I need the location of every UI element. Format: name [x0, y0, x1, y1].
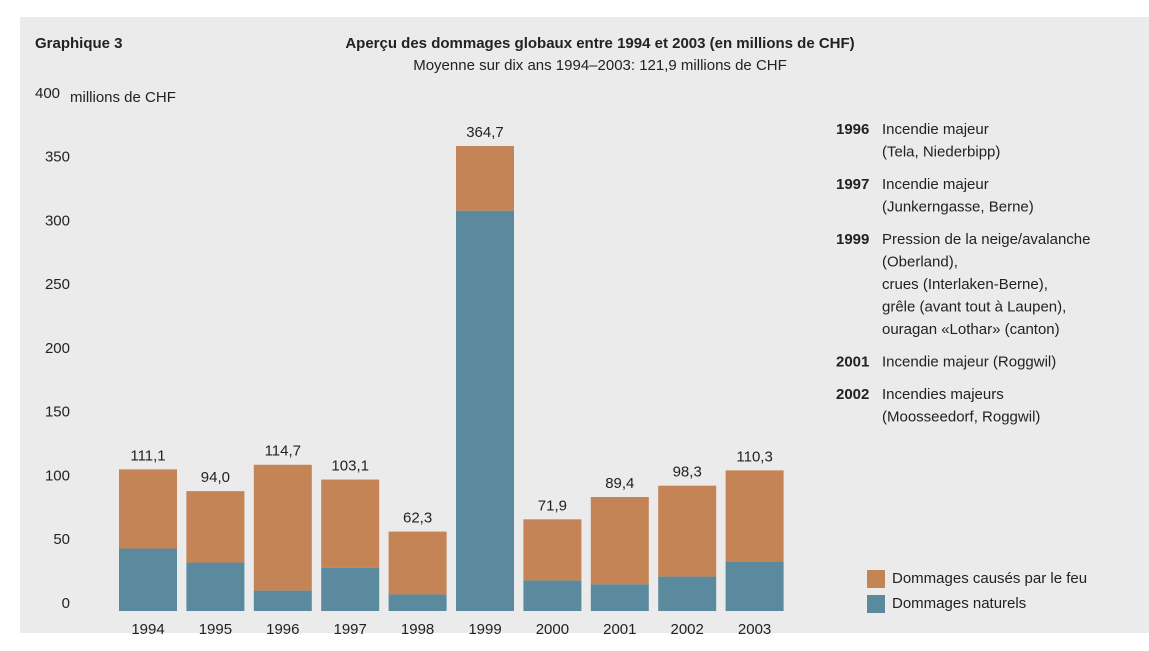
bar-segment [186, 491, 245, 563]
x-tick-label: 2000 [536, 621, 569, 638]
x-tick-label: 2002 [671, 621, 704, 638]
total-label: 62,3 [403, 510, 432, 527]
x-tick-label: 1994 [131, 621, 164, 638]
y-tick-label: 0 [62, 595, 70, 612]
bar-segment [658, 485, 717, 577]
annotation-year: 2002 [836, 386, 869, 403]
bar-segment [186, 562, 245, 611]
bar-segment [119, 548, 177, 611]
total-label: 71,9 [538, 497, 567, 514]
bar-segment [725, 470, 784, 562]
annotation-line: crues (Interlaken-Berne), [882, 276, 1048, 293]
total-label: 98,3 [673, 464, 702, 481]
annotation-year: 2001 [836, 353, 869, 370]
bar-segment [725, 561, 784, 611]
y-axis-label: millions de CHF [70, 89, 176, 106]
bar-segment [658, 576, 717, 611]
y-tick-label: 50 [53, 531, 70, 548]
total-label: 111,1 [130, 447, 165, 464]
total-label: 114,7 [265, 443, 301, 460]
annotation-line: ouragan «Lothar» (canton) [882, 321, 1060, 338]
legend-swatch [867, 595, 885, 613]
bar-segment [456, 146, 514, 211]
y-tick-label: 300 [45, 212, 70, 229]
total-label: 110,3 [736, 448, 772, 465]
annotation-year: 1996 [836, 121, 869, 138]
annotation-line: (Tela, Niederbipp) [882, 143, 1000, 160]
annotation-line: grêle (avant tout à Laupen), [882, 298, 1066, 315]
total-label: 94,0 [201, 469, 230, 486]
bar-segment [388, 594, 447, 611]
annotation-year: 1997 [836, 176, 869, 193]
bar-segment [253, 590, 312, 611]
y-tick-label: 100 [45, 467, 70, 484]
x-tick-label: 1995 [199, 621, 232, 638]
bar-segment [590, 497, 649, 585]
x-tick-label: 2001 [603, 621, 636, 638]
x-tick-label: 1998 [401, 621, 434, 638]
annotation-year: 1999 [836, 231, 869, 248]
annotation-line: (Moosseedorf, Roggwil) [882, 408, 1040, 425]
legend-label: Dommages causés par le feu [892, 570, 1087, 587]
annotation-line: Pression de la neige/avalanche [882, 231, 1090, 248]
bar-segment [523, 519, 582, 581]
y-tick-label: 200 [45, 340, 70, 357]
y-tick-label: 350 [45, 149, 70, 166]
annotation-line: (Oberland), [882, 253, 958, 270]
annotation-line: Incendie majeur [882, 121, 989, 138]
x-tick-label: 1996 [266, 621, 299, 638]
annotation-line: (Junkerngasse, Berne) [882, 198, 1034, 215]
bar-segment [590, 584, 649, 611]
annotation-line: Incendie majeur [882, 176, 989, 193]
total-label: 103,1 [331, 458, 369, 475]
total-label: 364,7 [466, 124, 504, 141]
y-tick-label: 150 [45, 404, 70, 421]
x-tick-label: 1999 [468, 621, 501, 638]
y-tick-label: 400 [35, 85, 60, 102]
chart-label: Graphique 3 [35, 35, 123, 52]
legend-swatch [867, 570, 885, 588]
bar-segment [253, 464, 312, 591]
annotation-line: Incendie majeur (Roggwil) [882, 353, 1056, 370]
legend-label: Dommages naturels [892, 595, 1026, 612]
chart-subtitle: Moyenne sur dix ans 1994–2003: 121,9 mil… [413, 57, 787, 74]
x-tick-label: 1997 [334, 621, 367, 638]
y-tick-label: 250 [45, 276, 70, 293]
bar-segment [321, 479, 380, 568]
chart-title: Aperçu des dommages globaux entre 1994 e… [345, 35, 854, 52]
x-tick-label: 2003 [738, 621, 771, 638]
annotation-line: Incendies majeurs [882, 386, 1004, 403]
bar-segment [119, 469, 177, 549]
bar-segment [321, 567, 380, 611]
bar-segment [523, 580, 582, 611]
total-label: 89,4 [605, 475, 634, 492]
bar-segment [388, 531, 447, 595]
bar-segment [456, 210, 514, 611]
